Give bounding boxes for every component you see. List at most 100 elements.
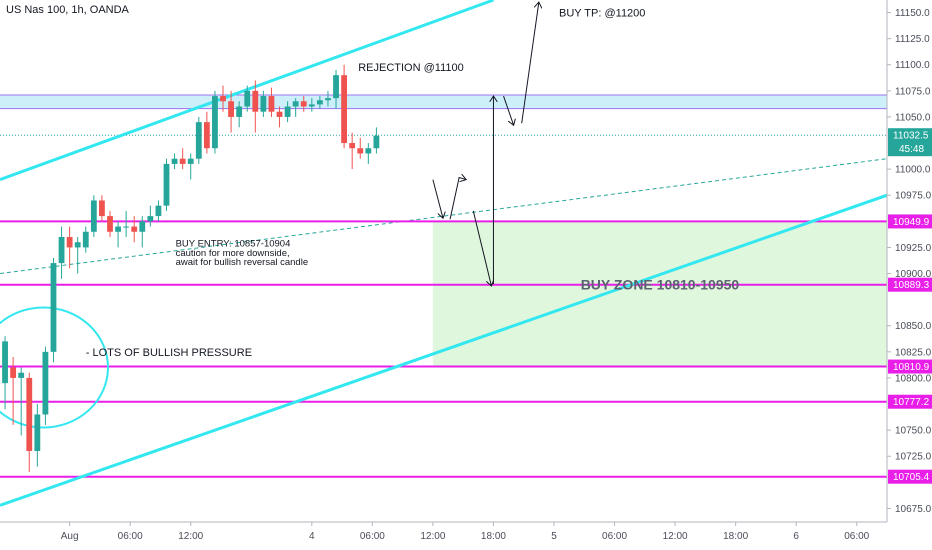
candle-body-37: [300, 101, 307, 107]
candle-body-2: [18, 372, 25, 378]
candle-body-1: [10, 367, 17, 378]
candle-body-40: [325, 98, 331, 101]
y-tick-label-7: 10925.0: [895, 243, 932, 254]
y-tick-label-9: 10850.0: [895, 321, 932, 332]
level-tag-bg-2: [888, 359, 932, 374]
candle-body-32: [260, 96, 267, 112]
candle-body-20: [163, 163, 170, 206]
candle-body-21: [171, 158, 178, 164]
channel-lower-line: [0, 193, 887, 507]
candle-body-10: [82, 231, 89, 248]
candle-body-35: [284, 106, 291, 117]
projection-arrow-0: [432, 179, 443, 219]
candle-body-28: [228, 101, 234, 117]
candle-body-15: [123, 226, 130, 228]
x-tick-label-8: 06:00: [602, 531, 627, 542]
level-tag-3: 10777.2: [893, 397, 930, 408]
y-tick-label-3: 11075.0: [895, 86, 931, 97]
pressure-circle: [0, 306, 109, 429]
candle-body-24: [195, 122, 202, 159]
candle-body-41: [333, 75, 339, 99]
x-tick-label-7: 5: [551, 531, 557, 542]
x-tick-label-11: 6: [793, 531, 799, 542]
candle-body-39: [316, 100, 323, 105]
y-tick-label-6: 10975.0: [895, 191, 932, 202]
x-tick-label-5: 12:00: [420, 531, 445, 542]
y-tick-label-14: 10675.0: [895, 504, 932, 515]
annotation-3: caution for more downside,: [176, 248, 290, 259]
candle-body-23: [187, 158, 194, 164]
x-tick-label-6: 18:00: [481, 531, 506, 542]
x-tick-label-10: 18:00: [723, 531, 748, 542]
candle-body-12: [99, 200, 105, 217]
annotation-5: - LOTS OF BULLISH PRESSURE: [86, 347, 252, 359]
x-tick-label-4: 06:00: [360, 531, 385, 542]
candle-body-43: [349, 143, 356, 149]
candle-body-4: [34, 414, 41, 452]
y-tick-label-0: 11150.0: [895, 8, 930, 19]
buy-zone-label: BUY ZONE 10810-10950: [581, 277, 740, 293]
candle-body-16: [131, 226, 138, 232]
plot-area: [0, 0, 887, 507]
y-tick-label-5: 11000.0: [895, 165, 931, 176]
y-tick-label-1: 11125.0: [895, 34, 930, 45]
candle-body-36: [292, 101, 299, 107]
dashed-trend-line: [0, 158, 887, 275]
chart-title: US Nas 100, 1h, OANDA: [6, 4, 129, 16]
candle-body-42: [341, 75, 348, 144]
x-tick-label-1: 06:00: [118, 531, 143, 542]
current-price-tag: 11032.5: [893, 131, 929, 142]
candle-body-9: [74, 242, 81, 248]
y-tick-label-11: 10800.0: [895, 373, 932, 384]
y-tick-label-10: 10825.0: [895, 347, 932, 358]
resistance-zone: [0, 95, 887, 109]
candle-body-0: [2, 341, 8, 384]
candle-body-44: [357, 148, 364, 154]
level-tag-bg-3: [888, 394, 932, 409]
x-tick-label-3: 4: [309, 531, 315, 542]
x-tick-label-0: Aug: [61, 531, 79, 542]
candle-body-3: [26, 377, 33, 452]
channel-upper-line: [0, 0, 494, 181]
x-tick-label-9: 12:00: [663, 531, 688, 542]
level-tag-4: 10705.4: [893, 472, 930, 483]
x-tick-label-12: 06:00: [844, 531, 869, 542]
projection-arrow-2: [472, 210, 491, 286]
level-tag-bg-0: [888, 214, 932, 229]
candle-body-31: [252, 90, 259, 112]
candle-body-6: [50, 263, 57, 352]
annotation-0: BUY TP: @11200: [559, 8, 645, 20]
candle-body-45: [365, 148, 372, 154]
candle-body-46: [373, 135, 380, 149]
candle-body-38: [308, 104, 315, 107]
y-tick-label-13: 10725.0: [895, 452, 932, 463]
countdown-label: 45:48: [899, 144, 924, 155]
candle-body-26: [212, 96, 218, 149]
candle-body-7: [58, 236, 65, 264]
buy-zone: [432, 221, 887, 367]
projection-arrow-5: [521, 2, 539, 124]
candle-body-11: [90, 200, 97, 232]
candle-body-19: [155, 205, 162, 217]
candle-body-33: [268, 96, 275, 112]
candle-body-25: [203, 122, 210, 149]
y-tick-label-4: 11050.0: [895, 112, 931, 123]
level-tag-bg-4: [888, 469, 932, 484]
annotation-2: BUY ENTRY: 10857-10904: [176, 238, 291, 249]
candle-body-5: [42, 351, 49, 415]
projection-arrow-1: [449, 177, 466, 220]
level-tag-2: 10810.9: [893, 362, 930, 373]
candle-body-17: [139, 221, 146, 232]
candle-body-29: [236, 106, 243, 117]
y-tick-label-2: 11100.0: [895, 60, 930, 71]
y-tick-label-8: 10900.0: [895, 269, 932, 280]
candle-body-18: [147, 216, 154, 222]
projection-arrow-4: [503, 95, 514, 125]
candle-body-8: [66, 236, 73, 248]
candle-body-30: [244, 90, 251, 107]
current-price-tag-bg: [888, 128, 932, 157]
candle-body-13: [107, 216, 113, 232]
annotation-1: REJECTION @11100: [358, 62, 464, 74]
